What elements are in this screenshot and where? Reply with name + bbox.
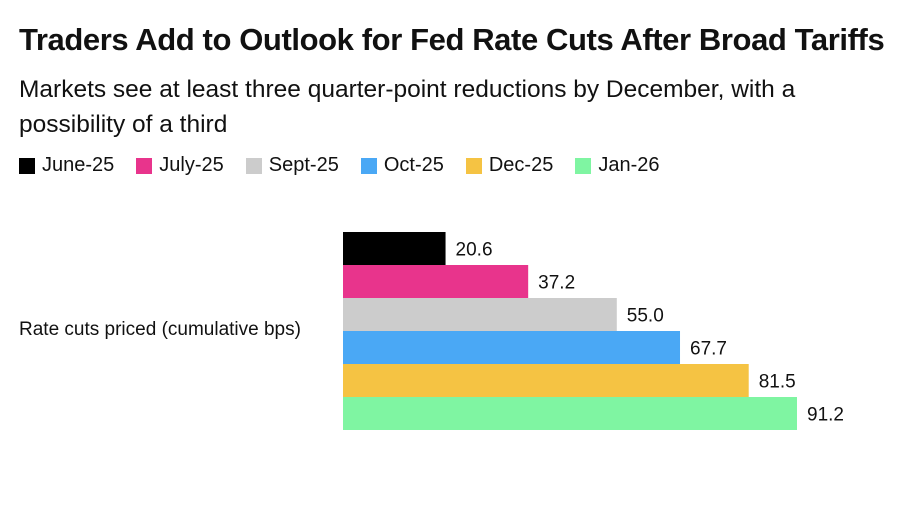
category-label: Rate cuts priced (cumulative bps) xyxy=(19,319,301,340)
legend-item-sept-25: Sept-25 xyxy=(245,154,339,177)
bar-july-25 xyxy=(343,265,529,298)
legend-swatch xyxy=(360,157,377,174)
legend-label: Oct-25 xyxy=(383,154,444,176)
legend-swatch xyxy=(245,157,262,174)
legend-item-june-25: June-25 xyxy=(19,154,114,177)
legend-item-dec-25: Dec-25 xyxy=(465,154,554,177)
chart-title: Traders Add to Outlook for Fed Rate Cuts… xyxy=(19,22,885,57)
legend-swatch xyxy=(136,157,153,174)
value-label-jan-26: 91.2 xyxy=(807,405,844,426)
legend-label: Sept-25 xyxy=(268,154,339,176)
legend-item-jan-26: Jan-26 xyxy=(575,154,660,177)
bar-jan-26 xyxy=(343,397,797,430)
value-label-july-25: 37.2 xyxy=(538,273,575,294)
bar-oct-25 xyxy=(343,331,681,364)
value-label-sept-25: 55.0 xyxy=(627,306,664,327)
legend-swatch xyxy=(575,157,592,174)
legend-label: June-25 xyxy=(42,154,115,176)
legend-item-oct-25: Oct-25 xyxy=(360,154,444,177)
legend-item-july-25: July-25 xyxy=(136,154,224,177)
legend-swatch xyxy=(465,157,482,174)
legend-label: Dec-25 xyxy=(488,154,554,176)
value-label-june-25: 20.6 xyxy=(456,240,493,261)
bar-group: 20.6 37.2 55.0 67.7 81.5 91.2 xyxy=(343,232,844,430)
value-label-dec-25: 81.5 xyxy=(759,372,796,393)
chart-subtitle: Markets see at least three quarter-point… xyxy=(19,76,796,138)
bar-june-25 xyxy=(343,232,446,265)
legend-swatch xyxy=(19,157,35,174)
value-label-oct-25: 67.7 xyxy=(690,339,727,360)
legend-label: July-25 xyxy=(159,154,224,176)
bar-sept-25 xyxy=(343,298,617,331)
legend: June-25 July-25 Sept-25 Oct-25 Dec-25 Jan-26 xyxy=(19,154,682,177)
legend-label: Jan-26 xyxy=(598,154,660,176)
bar-dec-25 xyxy=(343,364,749,397)
